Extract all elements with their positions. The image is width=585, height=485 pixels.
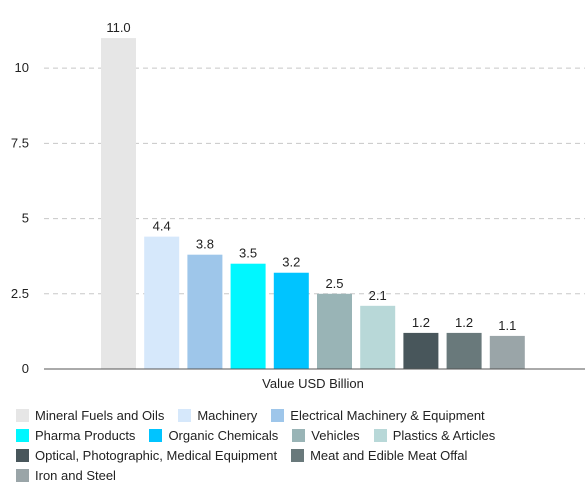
legend-item[interactable]: Optical, Photographic, Medical Equipment [16,445,277,465]
bar [101,38,136,369]
y-tick-label: 5 [22,211,29,226]
bar [360,305,396,369]
legend-swatch [292,428,306,442]
data-label: 3.8 [196,237,214,252]
legend-label: Optical, Photographic, Medical Equipment [35,447,278,463]
legend-label: Iron and Steel [35,467,116,483]
legend-label: Mineral Fuels and Oils [35,407,165,423]
legend-item[interactable]: Iron and Steel [16,465,116,485]
data-label: 1.2 [412,315,430,330]
legend-item[interactable]: Machinery [178,405,257,425]
data-label: 2.1 [369,288,387,303]
legend-label: Electrical Machinery & Equipment [290,407,485,423]
legend-swatch [291,448,305,462]
y-tick-label: 2.5 [11,286,29,301]
legend-swatch [178,408,192,422]
data-labels: 11.0 4.4 3.8 3.5 3.2 2.5 2.1 1.2 1.2 1.1 [106,20,516,333]
legend-item[interactable]: Organic Chemicals [149,425,278,445]
x-axis-title: Value USD Billion [262,376,364,391]
legend-label: Vehicles [311,427,360,443]
legend: Mineral Fuels and Oils Machinery Electrica… [16,405,582,485]
legend-swatch [16,468,29,482]
bar-chart: 11.0 4.4 3.8 3.5 3.2 2.5 2.1 1.2 1.2 1.1 0 2.5 5 7.5… [11,20,585,391]
legend-swatch [149,428,163,442]
legend-item[interactable]: Electrical Machinery & Equipment [271,405,485,425]
legend-label: Pharma Products [35,427,136,443]
y-tick-label: 7.5 [11,135,29,150]
bar [187,254,223,369]
bar [446,332,482,369]
legend-item[interactable]: Mineral Fuels and Oils [16,405,164,425]
bar [489,335,525,369]
data-label: 3.5 [239,246,257,261]
y-tick-label: 0 [22,361,29,376]
legend-swatch [373,428,387,442]
legend-item[interactable]: Vehicles [292,425,360,445]
bar [230,263,266,369]
legend-label: Meat and Edible Meat Offal [310,447,468,463]
bar [144,236,180,369]
data-label: 1.1 [498,318,516,333]
legend-item[interactable]: Plastics & Articles [373,425,496,445]
legend-swatch [16,428,29,442]
legend-swatch [16,448,29,462]
bars [101,38,525,369]
y-axis-ticks: 0 2.5 5 7.5 10 [11,60,29,376]
data-label: 3.2 [282,255,300,270]
data-label: 2.5 [325,276,343,291]
y-tick-label: 10 [15,60,29,75]
bar [273,272,309,369]
data-label: 4.4 [153,219,171,234]
bar [317,293,352,369]
bar [403,332,439,369]
legend-swatch [271,408,285,422]
legend-item[interactable]: Meat and Edible Meat Offal [291,445,467,465]
legend-swatch [16,408,29,422]
legend-label: Plastics & Articles [392,427,496,443]
data-label: 11.0 [106,20,130,35]
legend-label: Organic Chemicals [168,427,279,443]
legend-item[interactable]: Pharma Products [16,425,135,445]
legend-label: Machinery [197,407,258,423]
data-label: 1.2 [455,315,473,330]
